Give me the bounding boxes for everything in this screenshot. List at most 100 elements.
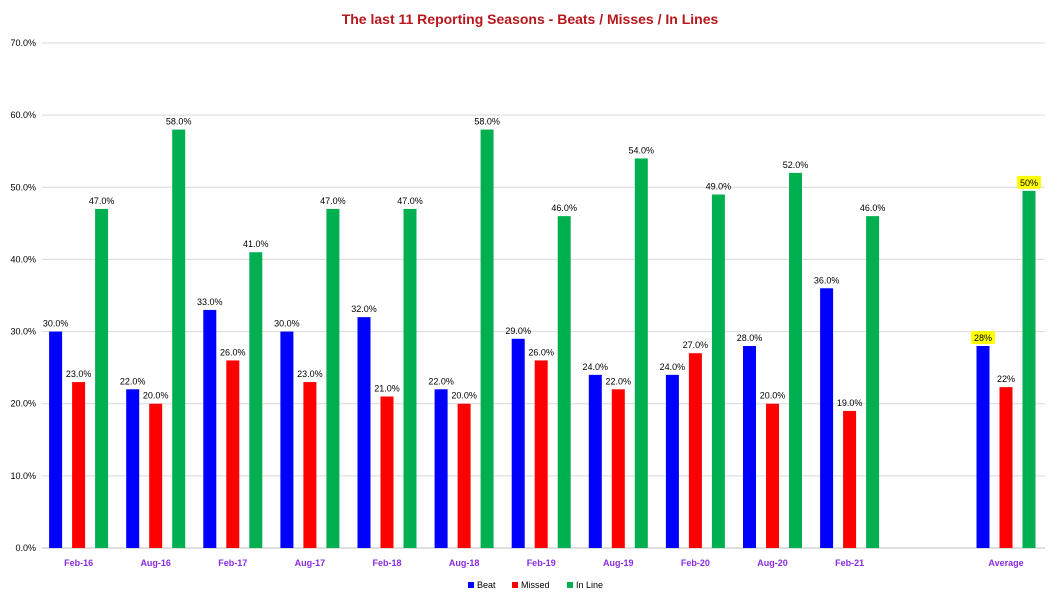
bar-beat-aug-16 [126,389,140,548]
bar-missed-feb-16 [72,382,86,548]
data-label: 23.0% [66,369,92,379]
bar-beat-aug-19 [588,374,602,548]
chart-title: The last 11 Reporting Seasons - Beats / … [342,11,719,27]
data-label: 32.0% [351,304,377,314]
bar-missed-aug-18 [457,403,471,548]
data-label: 26.0% [220,347,246,357]
y-axis: 0.0% 10.0% 20.0% 30.0% 40.0% 50.0% 60.0% 70.0% [10,38,36,553]
bar-missed-average [999,387,1013,548]
data-label: 22.0% [120,376,146,386]
bar-in-line-feb-17 [249,252,263,548]
bar-in-line-aug-17 [326,208,340,548]
x-tick-label: Average [988,558,1023,568]
y-tick-label: 0.0% [15,543,36,553]
data-label: 58.0% [474,117,500,127]
label-highlight [971,331,995,344]
data-label: 22% [997,374,1015,384]
data-label: 29.0% [505,326,531,336]
legend-swatch [512,582,518,588]
bar-beat-aug-20 [743,346,756,548]
data-label: 22.0% [606,376,632,386]
bar-missed-feb-18 [380,396,394,548]
legend-label: Beat [477,580,496,590]
data-label: 20.0% [451,391,477,401]
data-label: 36.0% [814,275,840,285]
data-label: 41.0% [243,239,269,249]
bar-missed-feb-17 [226,360,240,548]
bar-beat-feb-19 [511,338,525,548]
y-tick-label: 60.0% [10,110,36,120]
y-tick-label: 30.0% [10,327,36,337]
y-tick-label: 10.0% [10,471,36,481]
bar-missed-aug-16 [149,403,163,548]
bar-beat-aug-18 [434,389,448,548]
x-axis: Feb-16 Aug-16 Feb-17 Aug-17 Feb-18 Aug-18 Feb-… [64,558,1024,568]
legend-label: Missed [521,580,550,590]
x-tick-label: Aug-20 [757,558,788,568]
data-labels: 30.0% 22.0% 33.0% 30.0% 32.0% 22.0% 29.0% 24.0%… [43,117,1041,408]
bar-in-line-feb-21 [866,216,880,548]
y-tick-label: 20.0% [10,399,36,409]
bar-beat-feb-16 [49,331,63,548]
bar-beat-feb-21 [820,288,834,548]
data-label: 54.0% [629,145,655,155]
data-label: 23.0% [297,369,323,379]
data-label: 49.0% [706,182,732,192]
data-label: 28.0% [737,333,763,343]
data-label: 33.0% [197,297,223,307]
legend-swatch [468,582,474,588]
data-label: 27.0% [683,340,709,350]
x-tick-label: Feb-20 [681,558,710,568]
legend: Beat Missed In Line [468,580,603,590]
bar-beat-feb-17 [203,309,217,548]
bar-in-line-aug-19 [634,158,648,548]
bar-beat-feb-18 [357,317,371,548]
data-label: 52.0% [783,160,809,170]
y-tick-label: 40.0% [10,254,36,264]
bar-in-line-feb-19 [557,216,571,548]
bar-beat-feb-20 [665,374,679,548]
label-highlight [1017,175,1041,189]
x-tick-label: Aug-16 [140,558,171,568]
data-label: 46.0% [551,203,577,213]
data-label: 19.0% [837,398,863,408]
data-label: 26.0% [528,347,554,357]
bar-in-line-feb-16 [95,208,109,548]
x-tick-label: Aug-17 [295,558,326,568]
data-label: 30.0% [43,319,69,329]
data-label: 20.0% [143,391,169,401]
x-tick-label: Feb-18 [372,558,401,568]
y-tick-label: 50.0% [10,182,36,192]
data-label: 46.0% [860,203,886,213]
x-tick-label: Aug-18 [449,558,480,568]
bar-in-line-average [1022,190,1036,548]
bar-in-line-feb-20 [711,194,725,548]
data-label: 21.0% [374,384,400,394]
data-label: 22.0% [428,376,454,386]
bar-in-line-aug-18 [480,129,494,549]
data-label: 47.0% [320,196,346,206]
bar-missed-aug-19 [611,389,625,548]
bar-in-line-feb-18 [403,208,417,548]
data-label: 58.0% [166,117,192,127]
x-tick-label: Feb-16 [64,558,93,568]
x-tick-label: Feb-19 [527,558,556,568]
legend-swatch [567,582,573,588]
bar-missed-feb-20 [688,353,702,548]
bar-missed-aug-20 [766,403,779,548]
bar-missed-feb-19 [534,360,548,548]
bar-missed-feb-21 [843,410,857,548]
x-tick-label: Aug-19 [603,558,634,568]
data-label: 47.0% [397,196,423,206]
data-label: 20.0% [760,391,786,401]
bar-in-line-aug-16 [172,129,186,549]
bar-missed-aug-17 [303,382,317,548]
bar-beat-aug-17 [280,331,294,548]
bar-beat-average [976,346,990,548]
data-label: 30.0% [274,319,300,329]
data-label: 24.0% [660,362,686,372]
bars [49,129,1036,549]
legend-label: In Line [576,580,603,590]
data-label: 50% [1020,178,1038,188]
